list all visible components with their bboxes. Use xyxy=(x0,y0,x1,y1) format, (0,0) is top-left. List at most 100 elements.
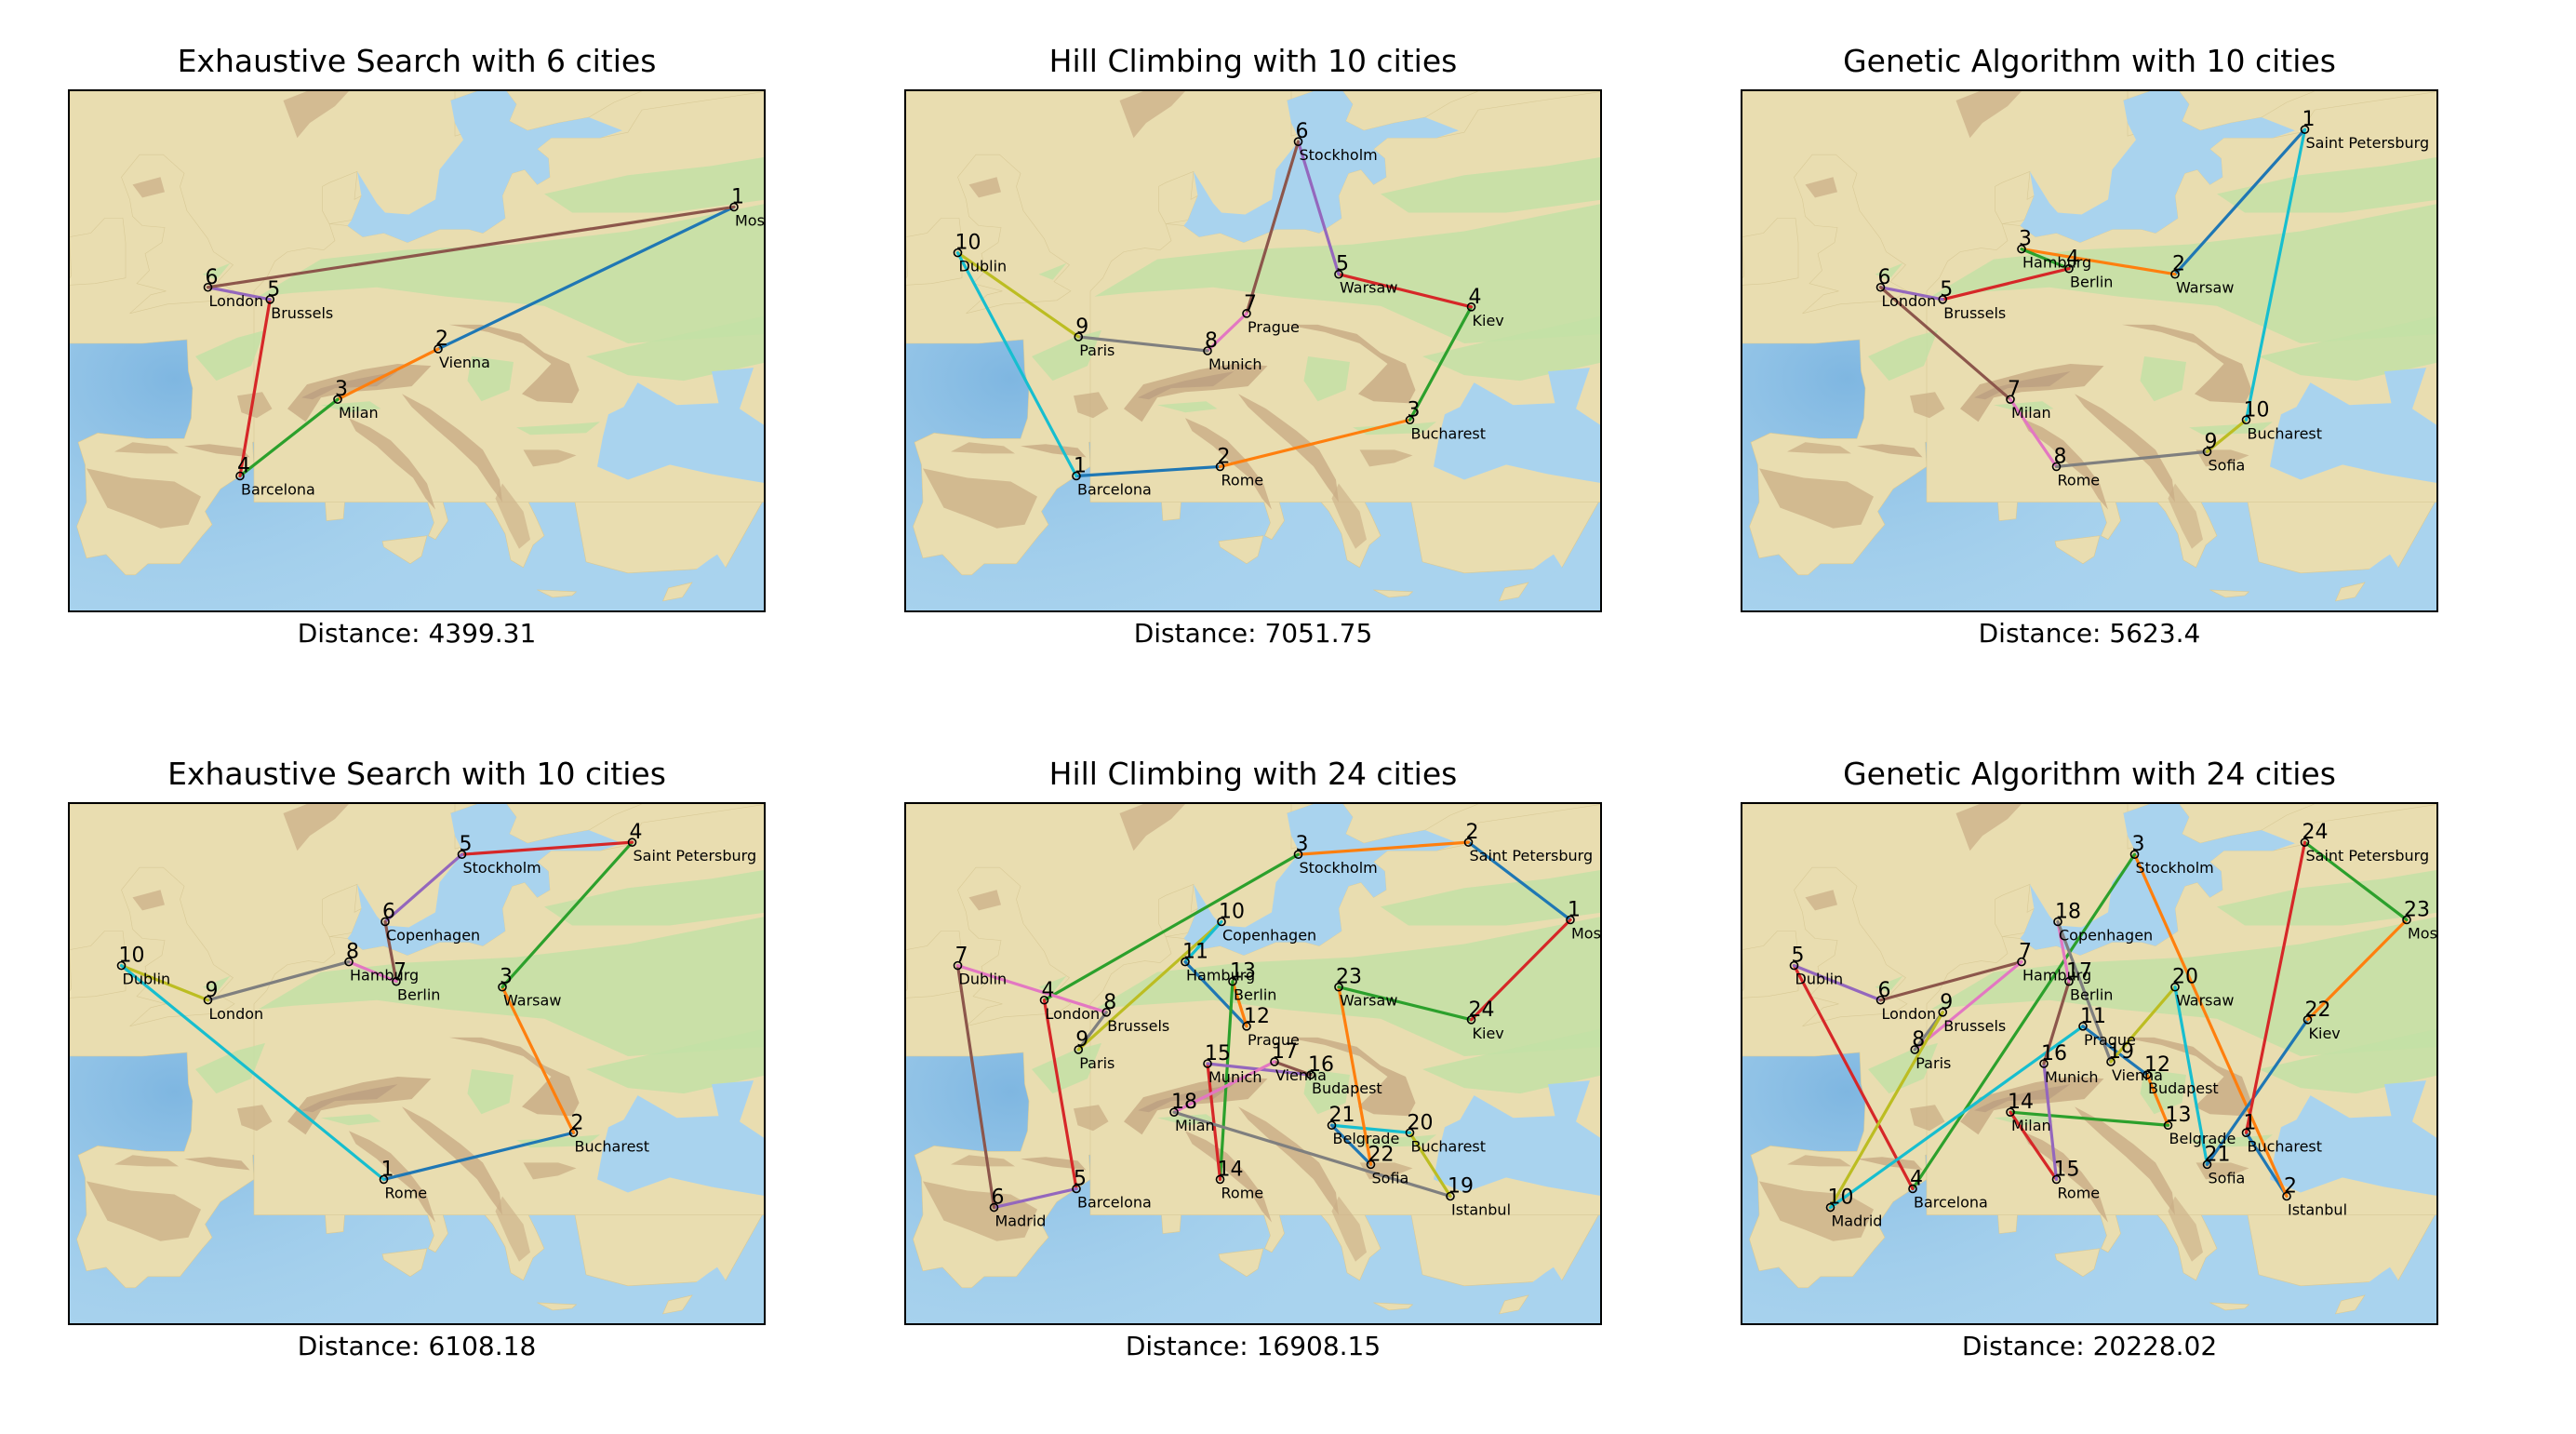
city-name-label: Moscow xyxy=(2408,924,2438,942)
city-order-label: 5 xyxy=(1336,253,1349,276)
city-order-label: 9 xyxy=(1940,991,1953,1014)
city-order-label: 6 xyxy=(1296,120,1309,143)
city-name-label: Vienna xyxy=(1275,1066,1327,1084)
city-name-label: Berlin xyxy=(1234,986,1276,1004)
route-segment xyxy=(1913,960,2023,1052)
route-segment xyxy=(2244,1131,2289,1199)
panel-title: Exhaustive Search with 6 cities xyxy=(177,43,657,79)
city-order-label: 6 xyxy=(992,1186,1005,1210)
city-name-label: London xyxy=(1882,1005,1937,1023)
city-marker xyxy=(1293,137,1303,146)
city-name-label: Hamburg xyxy=(350,967,419,985)
city-name-label: Brussels xyxy=(1943,1017,2006,1035)
city-marker xyxy=(2302,1015,2313,1025)
route-segment xyxy=(238,397,340,478)
city-marker xyxy=(379,1174,389,1185)
panel-title: Hill Climbing with 24 cities xyxy=(1048,756,1458,792)
route-segment xyxy=(2042,1062,2059,1182)
route-segment xyxy=(2302,840,2409,922)
city-marker xyxy=(457,850,467,859)
city-order-label: 7 xyxy=(955,945,968,968)
city-marker xyxy=(2051,462,2062,472)
route-segment xyxy=(1296,140,1341,276)
route xyxy=(1792,840,2409,1210)
city-order-label: 2 xyxy=(571,1111,584,1134)
route-segment xyxy=(238,298,272,478)
route-segment xyxy=(1329,1123,1412,1134)
city-name-label: Brussels xyxy=(1943,304,2006,322)
city-name-label: Moscow xyxy=(1571,924,1602,942)
city-order-label: 2 xyxy=(2172,253,2185,276)
city-marker xyxy=(1242,1022,1251,1031)
panel-title: Exhaustive Search with 10 cities xyxy=(167,756,666,792)
route-segment xyxy=(460,840,634,856)
route-segment xyxy=(2042,980,2071,1065)
city-order-label: 6 xyxy=(1878,979,1891,1002)
city-marker xyxy=(1203,1059,1212,1068)
route-segment xyxy=(2020,248,2071,271)
city-name-label: Berlin xyxy=(2070,986,2113,1004)
city-order-label: 23 xyxy=(1336,966,1362,989)
route xyxy=(955,140,1474,478)
city-order-label: 6 xyxy=(1878,266,1891,289)
city-name-label: Hamburg xyxy=(2022,967,2091,985)
city-marker xyxy=(1072,471,1081,481)
city-order-label: 1 xyxy=(381,1158,394,1181)
city-marker xyxy=(2170,982,2180,992)
city-order-label: 4 xyxy=(1910,1167,1923,1190)
city-order-label: 2 xyxy=(435,328,448,351)
route-segment xyxy=(1337,273,1474,309)
city-name-label: London xyxy=(1882,292,1937,310)
route-segment xyxy=(1273,1060,1313,1077)
city-order-label: 7 xyxy=(394,960,407,984)
city-order-label: 12 xyxy=(2144,1053,2170,1077)
city-order-label: 20 xyxy=(2172,966,2198,989)
city-name-label: Warsaw xyxy=(1340,992,1397,1010)
city-name-label: Stockholm xyxy=(463,859,541,877)
city-name-label: Brussels xyxy=(271,304,333,322)
city-marker xyxy=(1366,1159,1376,1170)
city-order-label: 15 xyxy=(2054,1158,2080,1181)
route-segment xyxy=(1183,960,1248,1028)
city-marker xyxy=(1242,309,1251,318)
city-marker xyxy=(953,960,963,971)
city-order-label: 1 xyxy=(1568,898,1581,921)
city-marker xyxy=(2064,976,2074,986)
city-order-label: 1 xyxy=(2302,108,2316,131)
city-name-label: Munich xyxy=(1208,1068,1261,1086)
city-marker xyxy=(568,1128,579,1138)
city-order-label: 4 xyxy=(630,821,643,844)
inland-seas xyxy=(1183,91,1600,577)
city-name-label: Bucharest xyxy=(575,1137,650,1155)
city-marker xyxy=(2402,915,2411,925)
city-order-label: 7 xyxy=(2008,378,2021,401)
route-segment xyxy=(992,1186,1078,1210)
city-name-label: Sofia xyxy=(1372,1169,1409,1186)
city-marker xyxy=(1215,462,1225,472)
city-name-label: Saint Petersburg xyxy=(634,847,757,864)
city-order-label: 21 xyxy=(2205,1143,2231,1166)
city-order-label: 6 xyxy=(382,900,395,923)
inland-seas xyxy=(347,804,764,1290)
city-name-label: Bucharest xyxy=(1411,424,1487,442)
city-order-label: 10 xyxy=(1828,1186,1854,1210)
city-order-label: 4 xyxy=(237,454,250,477)
city-order-label: 10 xyxy=(955,232,981,255)
city-order-label: 3 xyxy=(1296,833,1309,856)
city-order-label: 5 xyxy=(267,278,280,302)
city-name-label: Belgrade xyxy=(1333,1130,1400,1147)
city-order-label: 3 xyxy=(335,378,348,401)
mountains xyxy=(87,804,580,1262)
lowlands xyxy=(1868,156,2436,436)
route-segment xyxy=(383,919,398,984)
route-segment xyxy=(1042,852,1301,1002)
city-marker xyxy=(2078,1022,2088,1031)
city-marker xyxy=(203,282,213,292)
city-name-label: Munich xyxy=(1208,355,1261,373)
lowlands xyxy=(1868,869,2436,1148)
city-order-label: 3 xyxy=(500,966,513,989)
city-marker xyxy=(1181,957,1190,967)
route-segment xyxy=(1329,1123,1373,1166)
city-order-label: 5 xyxy=(1940,278,1953,302)
